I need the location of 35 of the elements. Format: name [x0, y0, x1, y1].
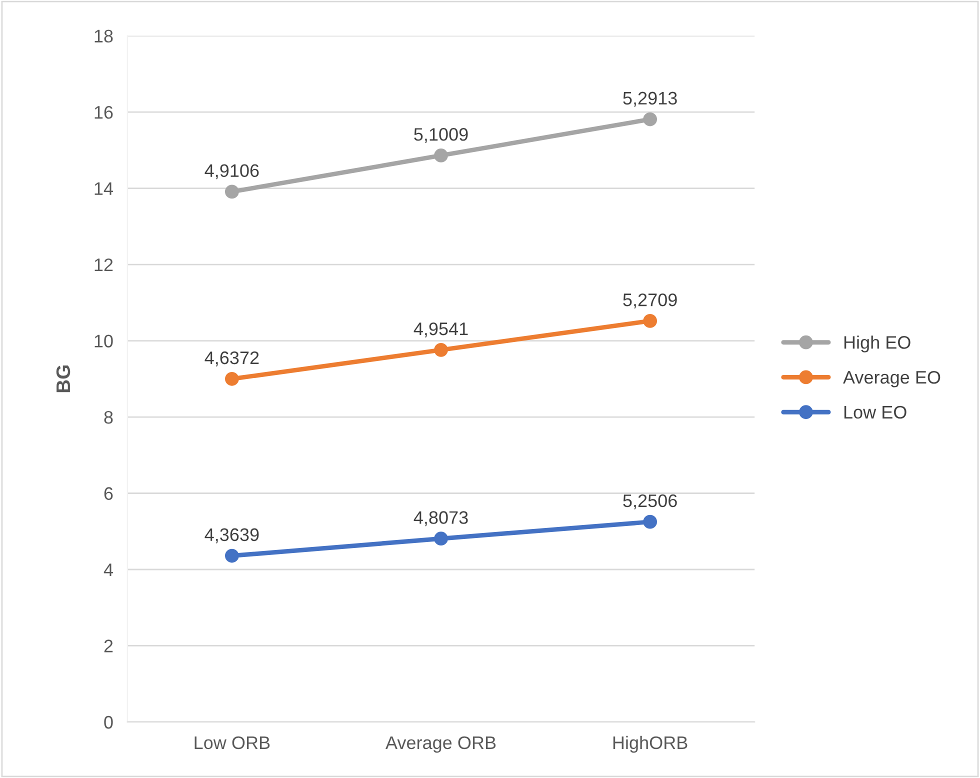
data-label: 5,2709	[623, 293, 677, 308]
point	[643, 314, 658, 328]
point	[224, 548, 239, 563]
point	[224, 372, 239, 386]
data-label: 4,6372	[204, 351, 259, 366]
data-label: 5,2913	[623, 92, 677, 107]
point	[643, 514, 658, 529]
data-label: 4,9541	[414, 322, 468, 338]
x-tick-label: Low ORB	[194, 736, 270, 750]
y-tick-label: 0	[104, 716, 113, 729]
point	[434, 532, 448, 546]
y-tick-label: 10	[94, 334, 113, 348]
point	[434, 342, 448, 357]
y-tick-label: 4	[104, 564, 113, 576]
y-tick-label: 8	[104, 410, 113, 424]
legend-label: Low EO	[844, 406, 906, 419]
data-label: 5,2506	[623, 494, 677, 510]
y-tick-label: 6	[104, 487, 113, 500]
point	[434, 148, 448, 162]
legend-label: Average EO	[843, 370, 940, 388]
data-label: 4,9106	[204, 164, 259, 180]
point	[643, 112, 658, 126]
data-label: 5,1009	[414, 128, 468, 143]
data-label: 4,8073	[414, 511, 468, 526]
x-tick-label: HighORB	[613, 736, 688, 753]
legend-label: High EO	[844, 336, 910, 352]
y-tick-label: 12	[94, 258, 113, 272]
x-tick-label: Average ORB	[386, 736, 496, 753]
data-label: 4,3639	[204, 528, 259, 544]
point	[224, 184, 239, 199]
y-tick-label: 14	[94, 182, 113, 195]
y-tick-label: 16	[94, 106, 113, 119]
y-tick-label: 2	[104, 640, 113, 652]
y-tick-label: 18	[94, 30, 113, 43]
y-axis-title: BG	[56, 366, 70, 392]
